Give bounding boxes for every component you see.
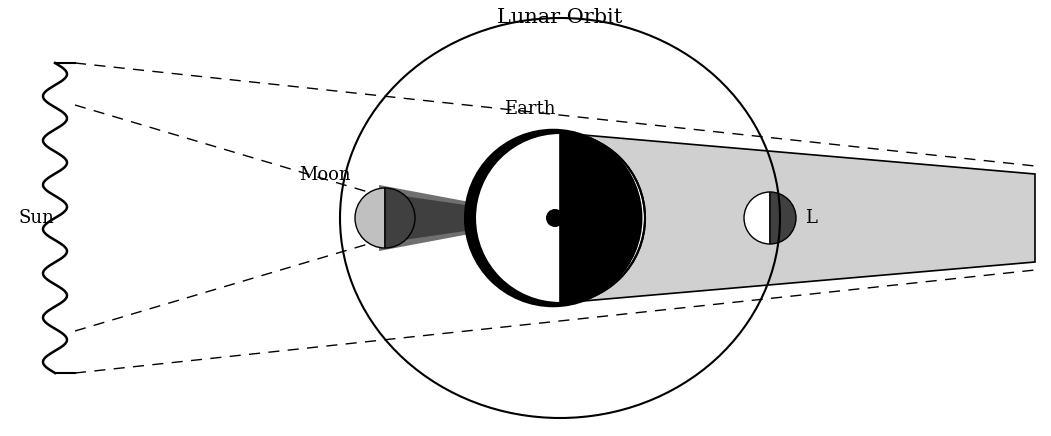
Text: T: T	[570, 209, 582, 227]
Text: Sun: Sun	[18, 209, 54, 227]
Wedge shape	[744, 192, 770, 244]
Text: L: L	[805, 209, 817, 227]
Text: Moon: Moon	[300, 166, 351, 184]
Polygon shape	[379, 185, 555, 251]
Circle shape	[463, 129, 642, 307]
Text: Earth: Earth	[504, 100, 556, 118]
Wedge shape	[475, 133, 560, 303]
Wedge shape	[355, 188, 385, 248]
Wedge shape	[385, 188, 415, 248]
Circle shape	[475, 133, 645, 303]
Polygon shape	[43, 63, 75, 373]
Wedge shape	[770, 192, 796, 244]
Circle shape	[547, 209, 564, 227]
Text: Lunar Orbit: Lunar Orbit	[497, 8, 622, 27]
Polygon shape	[400, 195, 555, 241]
Polygon shape	[560, 133, 1035, 303]
